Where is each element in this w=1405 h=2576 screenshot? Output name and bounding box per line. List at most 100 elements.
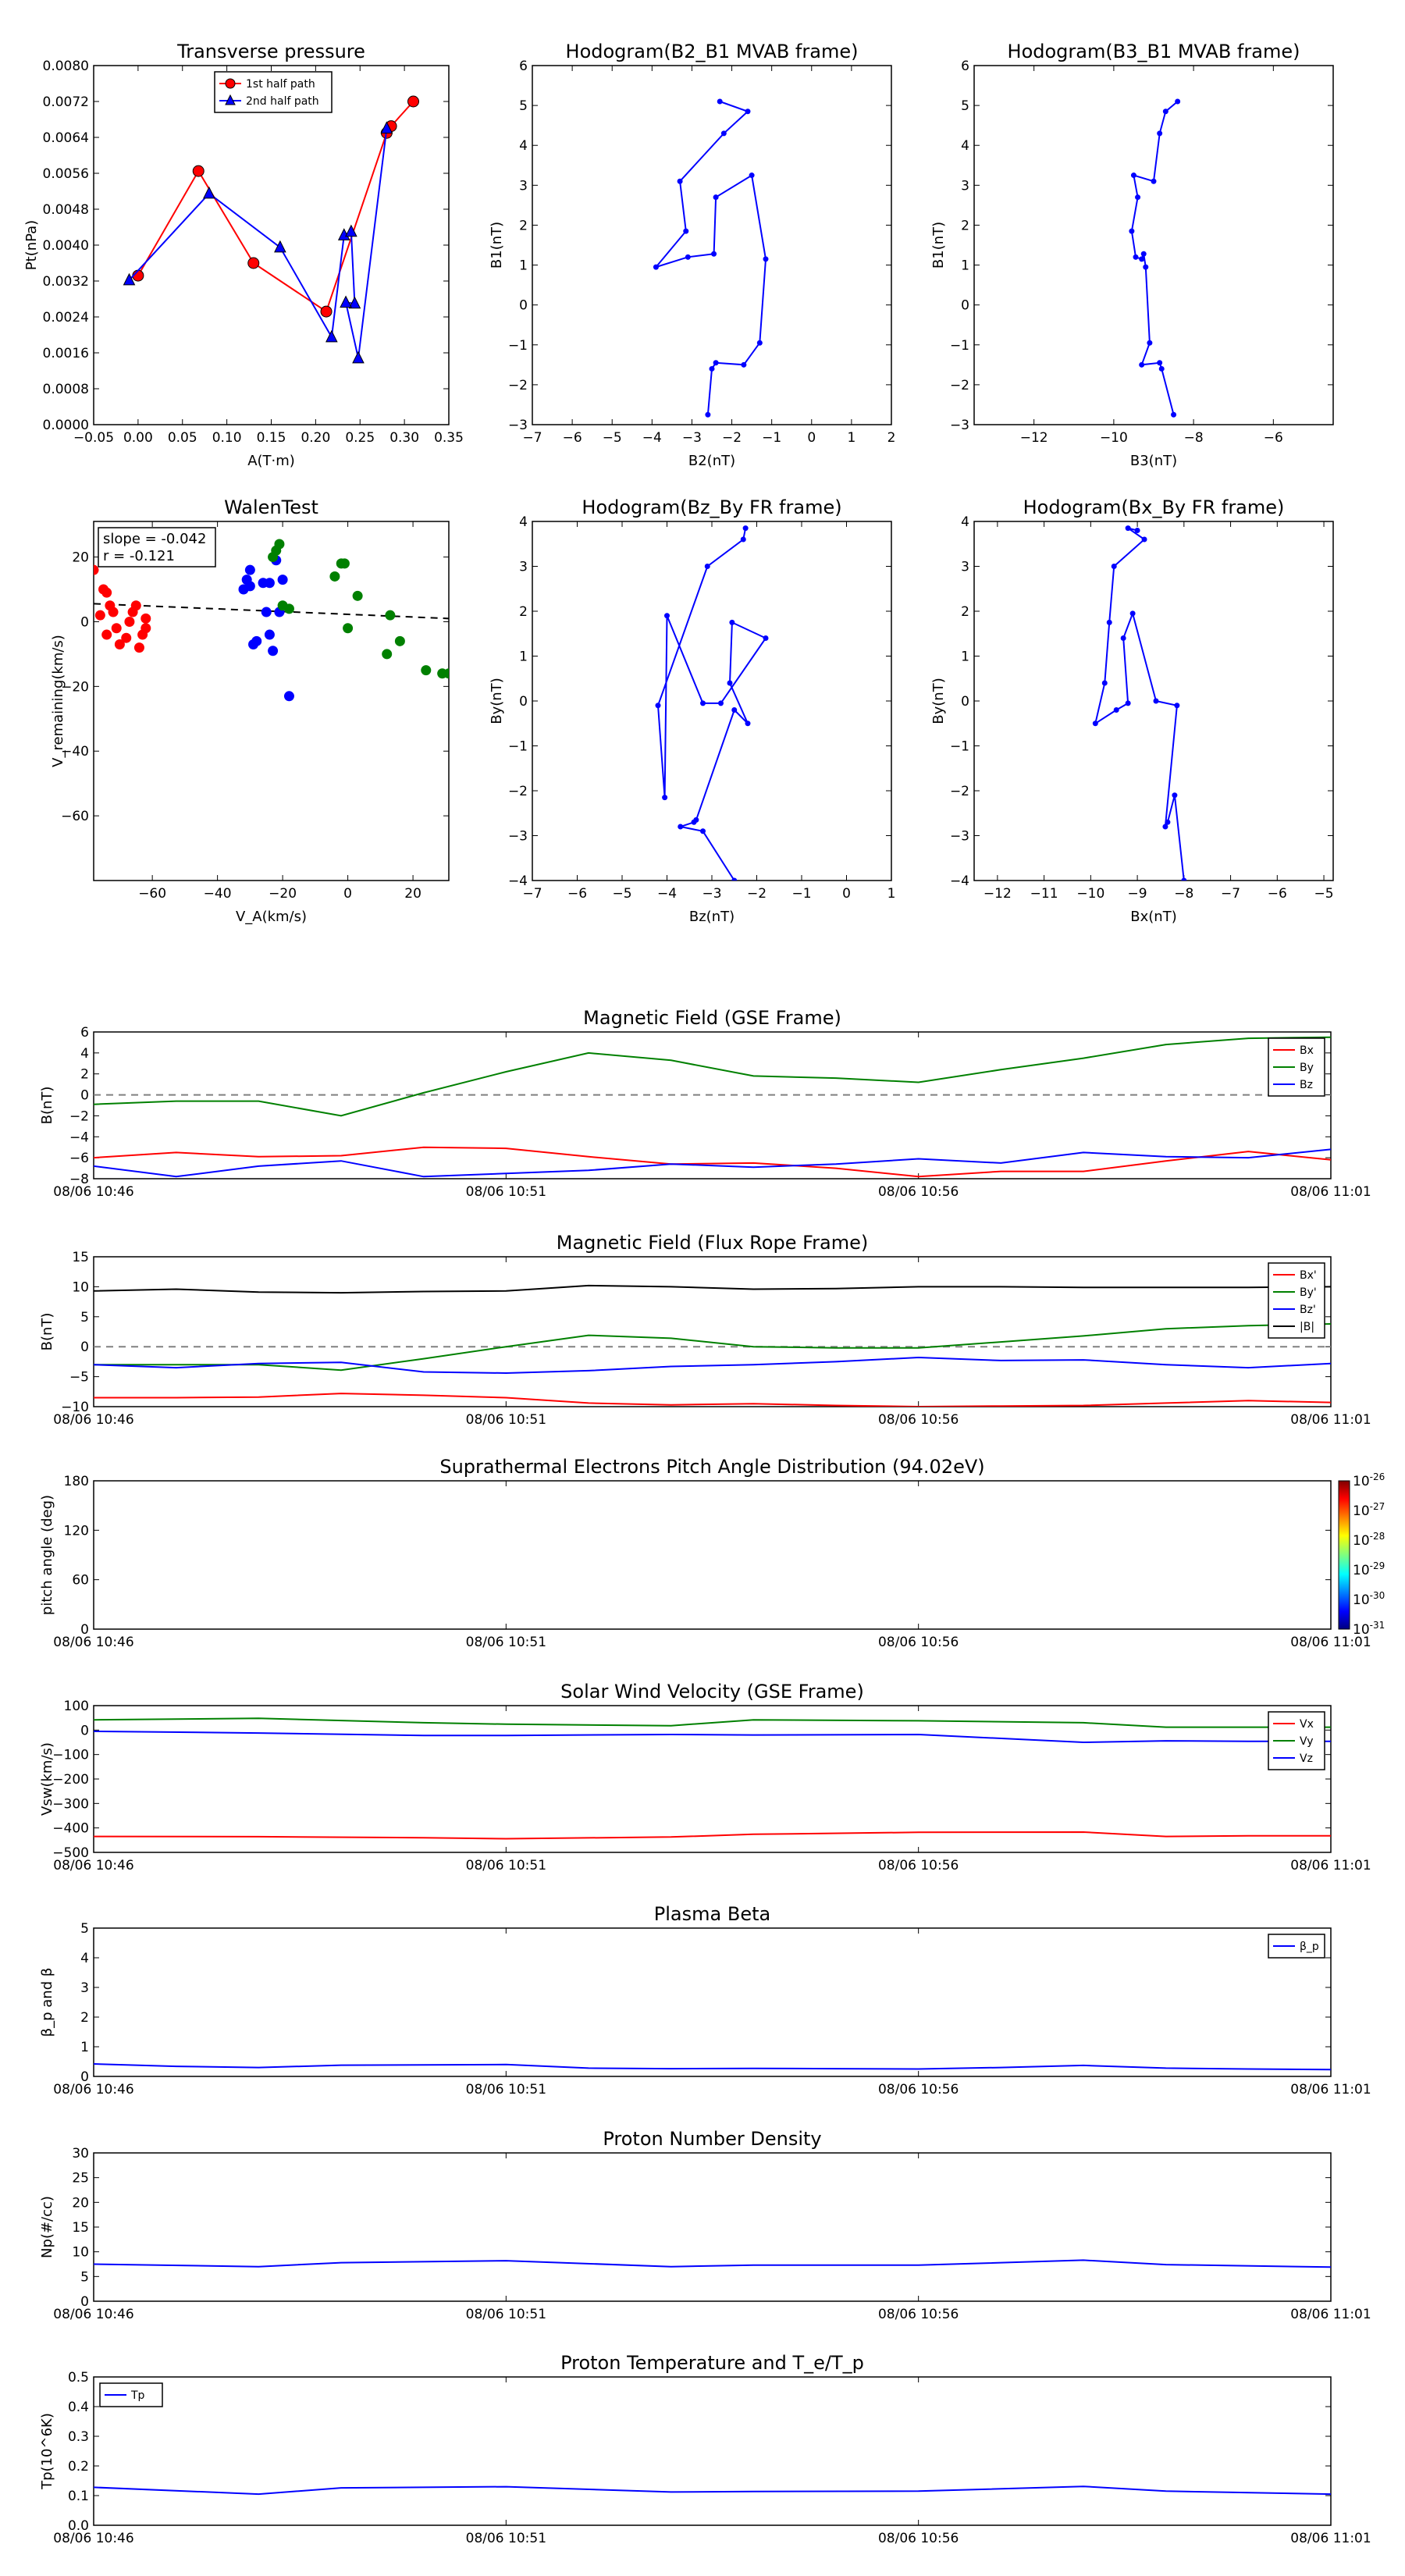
h2-ytick-label: 4 (961, 138, 969, 154)
h3-xtick-label: −2 (747, 886, 767, 902)
walen-point-red (130, 600, 141, 611)
h4-marker (1113, 707, 1119, 713)
tp-marker (325, 329, 338, 343)
h1-xtick-label: −7 (522, 430, 542, 446)
walen-point-green (329, 571, 340, 582)
walen-point-red (94, 564, 99, 575)
tpr-xtick-label: 08/06 10:46 (53, 2531, 133, 2546)
bgse-legend (1268, 1037, 1325, 1097)
h4-xlabel: Bx(nT) (1130, 909, 1176, 925)
h1-marker (705, 411, 711, 418)
h4-marker (1165, 819, 1171, 825)
tp-xtick-label: 0.15 (257, 430, 286, 446)
h2-marker (1162, 109, 1168, 115)
beta-ytick-label: 4 (80, 1951, 89, 1966)
h2-xtick-label: −6 (1264, 430, 1283, 446)
beta-xtick-label: 08/06 10:51 (466, 2082, 546, 2097)
tp-legend-marker (225, 94, 236, 105)
h3-xtick-label: −3 (702, 886, 721, 902)
h4-marker (1101, 680, 1108, 686)
walen-point-red (140, 613, 151, 624)
h1-chart: Hodogram(B2_B1 MVAB frame) −3 −2 −1 0 1 2 3 4 5 6 −… (489, 41, 895, 469)
walen-frame (93, 521, 450, 881)
h2-ylabel: B1(nT) (930, 222, 947, 269)
h1-ytick-label: 4 (519, 138, 528, 154)
h1-ytick-label: 0 (519, 298, 528, 314)
np-xtick-label: 08/06 10:56 (878, 2307, 959, 2322)
tp-ylabel: Pt(nPa) (23, 220, 40, 270)
h1-marker (653, 264, 659, 270)
h4-xtick-label: −7 (1221, 886, 1240, 902)
h2-plot-area (1129, 98, 1181, 418)
vsw-ytick-label: 0 (80, 1723, 89, 1738)
walen-ytick-label: 20 (72, 550, 89, 566)
tp-xtick-label: 0.05 (168, 430, 197, 446)
h3-marker (742, 525, 749, 532)
walen-point-blue (268, 646, 279, 656)
walen-point-red (114, 639, 125, 649)
h1-marker (683, 228, 689, 234)
h3-xtick-label: −7 (522, 886, 542, 902)
np-ytick-label: 0 (80, 2294, 89, 2310)
h2-xtick-label: −10 (1100, 430, 1128, 446)
h4-ytick-label: 1 (961, 649, 969, 665)
h1-xtick-label: −6 (563, 430, 582, 446)
walen-ytick-label: −40 (61, 744, 89, 760)
bgse-ytick-label: −6 (69, 1151, 89, 1166)
vsw-ylabel: Vsw(km/s) (39, 1742, 55, 1816)
vsw-legend-label: Vx (1300, 1718, 1314, 1731)
h4-marker (1141, 536, 1147, 543)
beta-xtick-label: 08/06 10:56 (878, 2082, 959, 2097)
np-xtick-label: 08/06 10:51 (466, 2307, 546, 2322)
np-ytick-label: 25 (72, 2171, 89, 2186)
h2-xlabel: B3(nT) (1130, 453, 1177, 469)
tpr-ytick-label: 0.1 (68, 2489, 89, 2504)
h3-ytick-label: −2 (508, 784, 528, 799)
vsw-xtick-label: 08/06 10:56 (878, 1858, 959, 1873)
bfr-frame (93, 1256, 1332, 1407)
h3-chart: Hodogram(Bz_By FR frame)−4−3−2−101234−7−… (489, 496, 895, 925)
vsw-ytick-label: −500 (52, 1845, 89, 1861)
tpr-title: Proton Temperature and T_e/T_p (560, 2352, 864, 2374)
tpr-ylabel: Tp(10^6K) (39, 2413, 55, 2490)
walen-point-red (133, 642, 144, 653)
h3-ytick-label: −4 (508, 873, 528, 889)
bfr-ylabel: B(nT) (39, 1313, 55, 1351)
walen-xtick-label: 20 (404, 886, 422, 902)
h1-xtick-label: −2 (722, 430, 742, 446)
h1-xtick-label: −4 (642, 430, 662, 446)
bgse-ytick-label: 0 (80, 1088, 89, 1104)
tp-ytick-label: 0.0072 (43, 94, 89, 110)
tp-ytick-label: 0.0008 (43, 382, 89, 397)
vsw-ytick-label: 100 (64, 1699, 89, 1714)
np-ytick-label: 10 (72, 2245, 89, 2261)
vsw-ytick-label: −200 (52, 1772, 89, 1788)
h1-ytick-label: −3 (508, 418, 528, 433)
h1-plot-area (653, 98, 769, 418)
h4-ytick-label: −2 (950, 784, 969, 799)
tp-ytick-label: 0.0056 (43, 166, 89, 182)
pad-frame (93, 1480, 1332, 1630)
tp-plot-area (123, 95, 419, 364)
bfr-title: Magnetic Field (Flux Rope Frame) (557, 1232, 868, 1254)
bgse-ylabel: B(nT) (39, 1087, 55, 1125)
bgse-legend-label: Bz (1300, 1079, 1313, 1091)
h2-title: Hodogram(B3_B1 MVAB frame) (1008, 41, 1300, 62)
walen-ylabel: V_remaining(km/s) (50, 635, 66, 767)
h4-xtick-label: −5 (1314, 886, 1334, 902)
bfr-ytick-label: −5 (69, 1370, 89, 1386)
bgse-title: Magnetic Field (GSE Frame) (583, 1007, 841, 1029)
vsw-legend-label: Vz (1300, 1752, 1313, 1765)
walen-point-green (343, 623, 354, 634)
h2-ytick-label: −3 (950, 418, 969, 433)
beta-xtick-label: 08/06 11:01 (1290, 2082, 1371, 2097)
np-ytick-label: 30 (72, 2146, 89, 2161)
h1-marker (720, 130, 727, 137)
beta-ylabel: β_p and β (39, 1968, 55, 2037)
tp-xtick-label: 0.20 (301, 430, 330, 446)
np-series-blue (94, 2259, 1331, 2268)
walen-point-red (124, 616, 135, 627)
bfr-ytick-label: 10 (72, 1279, 89, 1295)
bgse-series-By (94, 1036, 1331, 1117)
